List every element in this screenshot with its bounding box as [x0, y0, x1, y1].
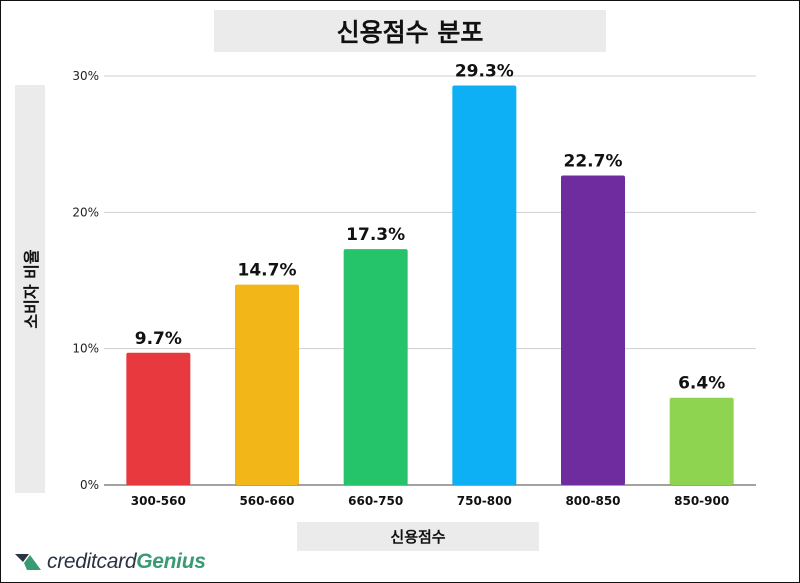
logo-icon: [15, 554, 41, 570]
x-tick-label: 750-800: [457, 494, 512, 508]
data-label: 6.4%: [678, 374, 725, 394]
y-tick-label: 30%: [72, 69, 99, 83]
x-tick-label: 300-560: [131, 494, 186, 508]
logo-text: creditcardGenius: [47, 550, 206, 574]
bar-850-900: [669, 397, 734, 485]
logo-text-creditcard: creditcard: [47, 550, 137, 573]
x-tick-label: 660-750: [348, 494, 403, 508]
chart-title: 신용점수 분포: [214, 10, 606, 52]
bar-800-850: [561, 175, 625, 486]
bar-300-560: [126, 352, 191, 485]
y-tick-label: 0%: [80, 478, 99, 492]
y-axis-label-box: [15, 85, 45, 493]
data-label: 14.7%: [238, 261, 297, 281]
x-tick-label: 850-900: [674, 494, 729, 508]
y-tick-label: 20%: [72, 205, 99, 219]
x-tick-label: 800-850: [565, 494, 620, 508]
data-label: 17.3%: [346, 225, 405, 245]
bar-560-660: [235, 284, 299, 485]
brand-logo: creditcardGenius: [15, 550, 206, 574]
x-axis-label: 신용점수: [297, 522, 539, 551]
x-tick-label: 560-660: [239, 494, 294, 508]
y-tick-label: 10%: [72, 342, 99, 356]
bar-660-750: [343, 249, 408, 485]
data-label: 22.7%: [564, 152, 623, 172]
data-label: 29.3%: [455, 62, 514, 82]
data-label: 9.7%: [135, 329, 182, 349]
bar-750-800: [452, 85, 517, 485]
logo-text-genius: Genius: [136, 550, 206, 573]
